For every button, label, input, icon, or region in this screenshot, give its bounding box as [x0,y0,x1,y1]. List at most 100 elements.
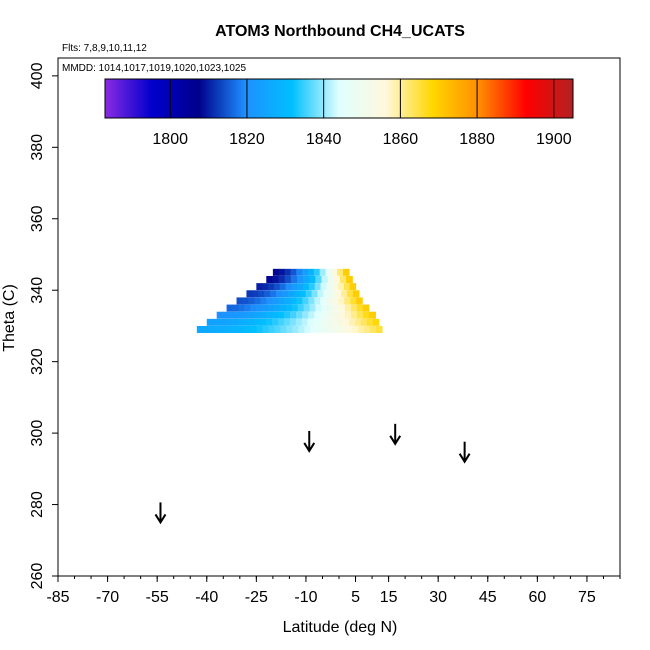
y-axis: 260 280 300 320 340 360 380 400 [29,62,58,589]
data-cell [302,311,309,319]
data-cell [344,297,351,305]
data-cell [356,297,363,305]
data-cell [238,304,245,312]
data-cell [289,318,297,326]
data-cell [228,311,236,319]
data-cell [242,318,249,326]
data-cell [320,311,328,319]
data-cell [238,326,246,334]
data-cell [208,326,216,334]
data-cell [340,326,347,334]
colorbar-tick-label: 1880 [459,131,495,148]
data-arrows [154,423,471,525]
x-tick-label: -10 [294,589,317,606]
data-cell [279,304,287,312]
data-cell [333,304,340,312]
data-cell [338,297,345,305]
data-cell [262,304,269,312]
data-cell [296,268,303,276]
data-cell [369,311,376,319]
data-cell [327,304,334,312]
data-arrow [303,430,316,453]
data-cell [226,304,234,312]
data-cell [339,304,346,312]
data-cell [291,304,299,312]
x-tick-label: -25 [245,589,268,606]
y-tick-label: 320 [29,348,46,375]
data-cell [344,311,352,319]
data-cell [268,283,275,291]
data-cell [317,290,324,298]
data-cell [311,290,319,298]
data-cell [220,326,228,334]
data-cell [347,290,354,298]
y-tick-label: 400 [29,62,46,89]
data-cell [313,268,321,276]
data-cell [234,311,242,319]
data-cell [278,275,286,283]
data-cell [338,283,345,291]
data-cell [283,311,291,319]
data-cell [278,268,286,276]
data-cell [284,297,291,305]
data-cell [323,290,330,298]
data-cell [290,268,297,276]
data-cell [273,304,281,312]
data-cell [366,318,374,326]
data-cell [352,326,359,334]
data-cell [222,311,230,319]
data-cell [241,311,248,319]
data-cell [286,326,293,334]
data-cell [244,304,251,312]
data-cell [256,326,264,334]
data-cell [321,304,328,312]
data-cell [308,297,315,305]
data-cell [232,326,240,334]
arrow-head [303,442,316,453]
data-cell [232,304,240,312]
data-cell [256,283,263,291]
data-cell [246,290,253,298]
data-cell [216,311,224,319]
data-cell [296,297,303,305]
data-cell [307,318,315,326]
data-cell [202,326,210,334]
chart-title: ATOM3 Northbound CH4_UCATS [215,23,465,40]
x-tick-label: -40 [195,589,218,606]
data-cell [297,283,304,291]
data-cell [283,318,291,326]
data-cell [298,326,305,334]
data-cell [260,297,268,305]
data-cell [303,283,310,291]
data-arrow [458,441,471,464]
data-cell [244,326,252,334]
data-cell [332,297,339,305]
x-tick-label: 45 [479,589,497,606]
data-cell [284,268,292,276]
arrow-head [458,453,471,464]
data-cell [271,311,279,319]
data-cell [236,318,243,326]
data-cell [346,275,353,283]
x-tick-label: -70 [96,589,119,606]
data-cell [325,318,332,326]
data-cell [310,326,317,334]
y-tick-label: 300 [29,420,46,447]
data-cell [297,304,305,312]
data-cell [337,268,344,276]
dates-annotation: MMDD: 1014,1017,1019,1020,1023,1025 [62,63,246,74]
data-cell [358,326,365,334]
data-cell [236,297,244,305]
colorbar-tick-label: 1840 [306,131,342,148]
data-cell [302,297,309,305]
data-cell [271,318,279,326]
data-cell [284,275,292,283]
data-cell [315,275,323,283]
data-cell [250,326,258,334]
data-cell [327,275,335,283]
data-cell [295,318,303,326]
x-tick-label: 15 [380,589,398,606]
x-axis: -85 -70 -55 -40 -25 -10 5 15 30 45 60 75 [46,576,621,606]
data-cell [266,318,273,326]
data-cell [277,311,285,319]
